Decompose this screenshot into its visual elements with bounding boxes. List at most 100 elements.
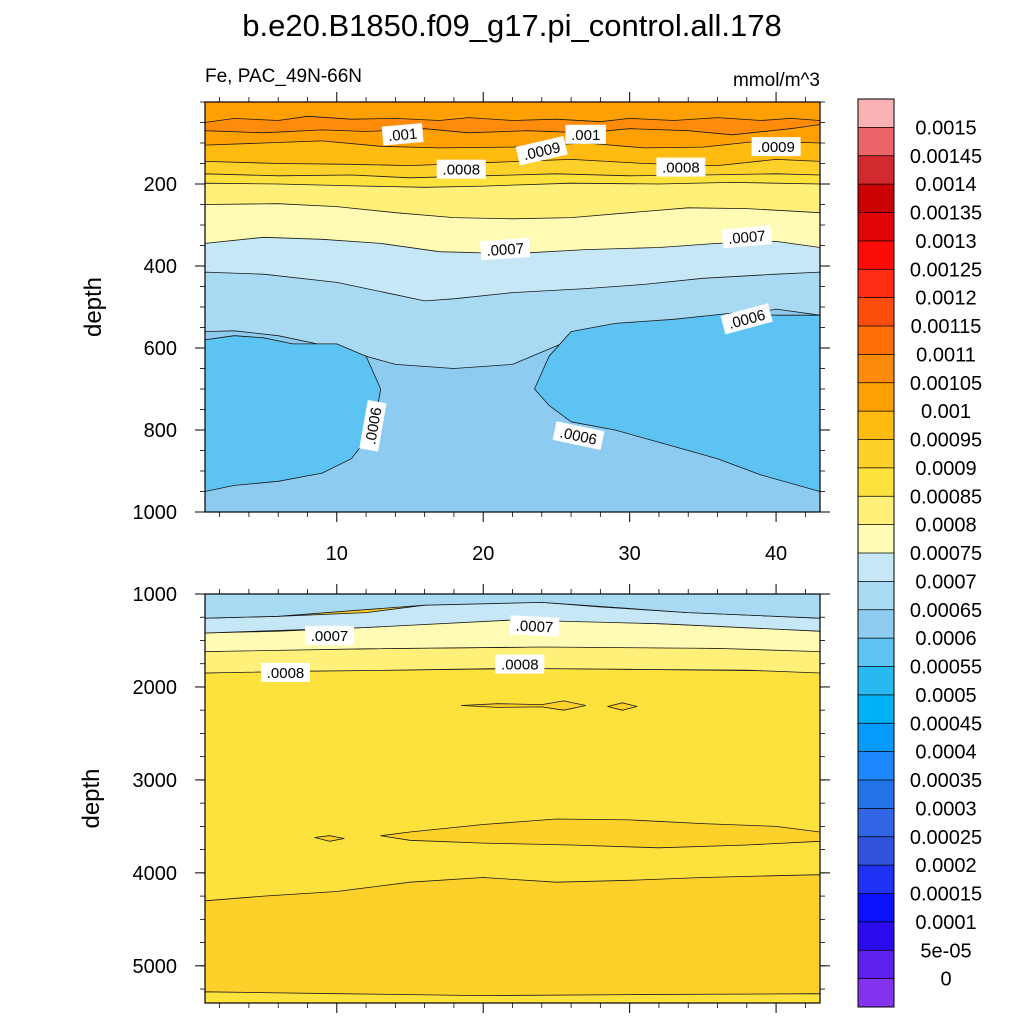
svg-text:.0008: .0008 xyxy=(662,160,700,177)
svg-text:.0007: .0007 xyxy=(515,618,553,637)
colorbar-label-23: 0.00035 xyxy=(910,770,982,792)
colorbar-swatch-30 xyxy=(858,950,894,979)
colorbar-label-12: 0.0009 xyxy=(915,458,976,480)
lower-contour-label-2: .0008 xyxy=(261,663,310,682)
colorbar-swatch-8 xyxy=(858,326,894,355)
svg-text:.001: .001 xyxy=(387,126,418,145)
colorbar-swatch-9 xyxy=(858,354,894,384)
svg-text:.0008: .0008 xyxy=(443,162,481,179)
svg-text:.0009: .0009 xyxy=(757,139,795,156)
colorbar-label-11: 0.00095 xyxy=(910,430,982,452)
colorbar-swatch-22 xyxy=(858,723,894,752)
lower-contour-band-9 xyxy=(314,835,345,842)
colorbar-swatch-18 xyxy=(858,609,894,639)
colorbar-label-10: 0.001 xyxy=(921,401,971,423)
colorbar-label-21: 0.00045 xyxy=(910,713,982,735)
colorbar-label-2: 0.0014 xyxy=(915,174,976,196)
upper-contour-label-6: .0007 xyxy=(480,237,531,261)
lower-depth-panel: .0007 .0007 .0008 .0008 1000 2000 3000 4000 5000… xyxy=(78,584,830,1013)
svg-text:.0008: .0008 xyxy=(501,657,539,674)
colorbar-label-27: 0.00015 xyxy=(910,884,982,906)
colorbar-swatch-23 xyxy=(858,751,894,781)
colorbar-swatch-20 xyxy=(858,666,894,696)
lower-y-tick-label-2000: 2000 xyxy=(133,677,178,699)
colorbar-label-24: 0.0003 xyxy=(915,798,976,820)
colorbar-label-16: 0.0007 xyxy=(915,571,976,593)
colorbar-label-7: 0.00115 xyxy=(911,316,982,338)
lower-contour-label-1: .0007 xyxy=(509,615,560,637)
colorbar-label-29: 5e-05 xyxy=(920,940,971,962)
colorbar-label-0: 0.0015 xyxy=(915,117,976,139)
colorbar-swatch-4 xyxy=(858,212,894,242)
colorbar: 0.0015 0.00145 0.0014 0.00135 0.0013 0.00125 0… xyxy=(857,98,982,1008)
lower-y-tick-label-5000: 5000 xyxy=(133,956,178,978)
colorbar-label-8: 0.0011 xyxy=(916,344,976,366)
upper-contour-label-4: .0008 xyxy=(436,159,486,179)
upper-contour-label-3: .0009 xyxy=(751,137,801,157)
colorbar-label-26: 0.0002 xyxy=(915,855,976,877)
colorbar-swatch-21 xyxy=(858,694,894,724)
svg-text:.0008: .0008 xyxy=(267,665,305,682)
colorbar-swatch-2 xyxy=(858,155,894,185)
lower-contour-label-0: .0007 xyxy=(305,625,354,645)
colorbar-swatch-27 xyxy=(858,865,894,894)
lower-contour-band-10 xyxy=(460,700,587,711)
colorbar-swatch-13 xyxy=(858,467,894,497)
colorbar-label-20: 0.0005 xyxy=(915,685,976,707)
colorbar-label-4: 0.0013 xyxy=(915,231,976,253)
upper-y-tick-label-1000: 1000 xyxy=(133,502,178,524)
lower-contour-band-11 xyxy=(607,702,638,711)
colorbar-swatch-10 xyxy=(858,382,894,412)
colorbar-swatch-24 xyxy=(858,780,894,809)
x-tick-label-30: 30 xyxy=(619,543,641,565)
colorbar-swatch-19 xyxy=(858,638,894,667)
lower-contour-band-5 xyxy=(205,594,820,619)
colorbar-label-13: 0.00085 xyxy=(910,486,982,508)
upper-y-tick-label-600: 600 xyxy=(144,338,177,360)
upper-y-axis-label: depth xyxy=(80,277,107,337)
colorbar-label-25: 0.00025 xyxy=(910,827,982,849)
svg-text:.0007: .0007 xyxy=(486,240,525,260)
colorbar-label-5: 0.00125 xyxy=(910,259,982,281)
colorbar-swatch-29 xyxy=(858,921,894,951)
colorbar-label-17: 0.00065 xyxy=(910,600,982,622)
upper-depth-panel: .001.001.0009.0009.0008.0008.0007.0007.0… xyxy=(80,92,830,565)
lower-y-tick-label-4000: 4000 xyxy=(133,863,178,885)
colorbar-label-6: 0.0012 xyxy=(915,288,976,310)
x-tick-label-20: 20 xyxy=(472,543,494,565)
lower-y-tick-label-3000: 3000 xyxy=(133,770,178,792)
svg-text:.0007: .0007 xyxy=(727,228,766,248)
upper-contour-label-9: .0006 xyxy=(359,400,387,452)
colorbar-swatch-16 xyxy=(858,553,894,582)
colorbar-swatch-11 xyxy=(858,411,894,440)
lower-contour-band-6 xyxy=(205,874,820,1003)
colorbar-label-19: 0.00055 xyxy=(910,657,982,679)
chart-title: b.e20.B1850.f09_g17.pi_control.all.178 xyxy=(242,8,782,43)
colorbar-label-18: 0.0006 xyxy=(915,628,976,650)
colorbar-swatch-0 xyxy=(858,99,894,128)
upper-contour-label-7: .0007 xyxy=(721,225,772,249)
colorbar-label-9: 0.00105 xyxy=(910,373,982,395)
colorbar-label-22: 0.0004 xyxy=(915,742,976,764)
upper-contour-label-0: .001 xyxy=(381,123,424,146)
colorbar-swatch-3 xyxy=(858,184,894,213)
colorbar-swatch-31 xyxy=(858,978,894,1008)
colorbar-swatch-5 xyxy=(858,240,894,270)
colorbar-swatch-15 xyxy=(858,524,894,554)
svg-text:.001: .001 xyxy=(571,127,600,144)
variable-region-subtitle: Fe, PAC_49N-66N xyxy=(205,66,362,87)
lower-contour-band-7 xyxy=(205,991,820,1003)
upper-contour-label-5: .0008 xyxy=(656,157,706,177)
upper-y-tick-label-800: 800 xyxy=(144,420,177,442)
x-tick-label-40: 40 xyxy=(765,543,787,565)
x-tick-label-10: 10 xyxy=(326,543,348,565)
colorbar-label-3: 0.00135 xyxy=(910,203,982,225)
svg-text:.0007: .0007 xyxy=(311,628,349,645)
colorbar-swatch-12 xyxy=(858,439,894,469)
upper-y-tick-label-400: 400 xyxy=(144,256,177,278)
colorbar-swatch-25 xyxy=(858,808,894,838)
lower-y-tick-label-1000: 1000 xyxy=(133,584,178,606)
colorbar-swatch-6 xyxy=(858,269,894,298)
colorbar-swatch-17 xyxy=(858,581,894,611)
